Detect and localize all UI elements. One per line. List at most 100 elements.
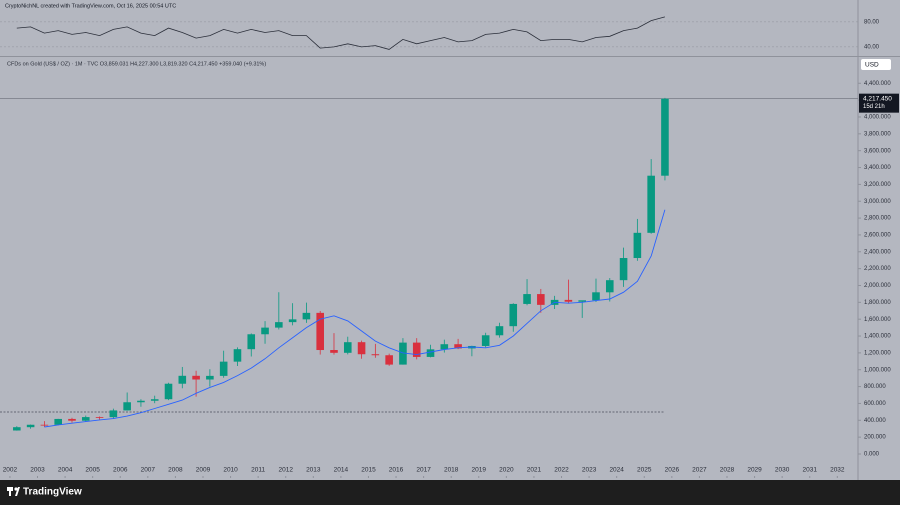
candle-body bbox=[40, 424, 49, 426]
candle-body bbox=[633, 232, 642, 259]
rsi-tick-label: 80.00 bbox=[864, 19, 880, 25]
candle-body bbox=[137, 400, 145, 403]
x-tick-label: 2024 bbox=[609, 467, 624, 474]
candle-body bbox=[343, 342, 352, 353]
y-tick-label: 1,800.000 bbox=[864, 300, 891, 306]
candle-body bbox=[95, 417, 104, 418]
x-tick-label: 2002 bbox=[3, 467, 18, 474]
y-tick-label: 4,000.000 bbox=[864, 115, 891, 121]
x-tick-label: 2012 bbox=[278, 467, 293, 474]
x-tick-label: 2010 bbox=[223, 467, 238, 474]
header: CryptoNichNL created with TradingView.co… bbox=[5, 3, 176, 9]
y-tick-label: 3,800.000 bbox=[864, 131, 891, 137]
candle-body bbox=[192, 375, 200, 380]
candle-body bbox=[509, 303, 518, 327]
y-tick-label: 1,400.000 bbox=[864, 334, 891, 340]
x-tick-label: 2023 bbox=[582, 467, 597, 474]
candle-body bbox=[564, 299, 573, 302]
y-tick-label: 800.000 bbox=[864, 384, 886, 390]
x-tick-label: 2030 bbox=[775, 467, 790, 474]
candle-body bbox=[219, 361, 228, 376]
x-tick-label: 2022 bbox=[554, 467, 569, 474]
candle-body bbox=[440, 344, 449, 350]
rsi-line bbox=[16, 16, 666, 50]
y-tick-label: 2,400.000 bbox=[864, 249, 891, 255]
candle-body bbox=[233, 349, 242, 362]
candle-body bbox=[178, 375, 187, 384]
candle-body bbox=[54, 418, 62, 425]
candle-body bbox=[26, 424, 35, 428]
x-tick-label: 2032 bbox=[830, 467, 845, 474]
y-tick-label: 1,000.000 bbox=[864, 367, 891, 373]
candle-body bbox=[647, 175, 655, 233]
x-tick-label: 2019 bbox=[472, 467, 487, 474]
y-tick-label: 400.000 bbox=[864, 418, 886, 424]
candle-body bbox=[150, 399, 159, 401]
y-tick-label: 1,600.000 bbox=[864, 317, 891, 323]
candle-body bbox=[330, 350, 338, 353]
x-tick-label: 2029 bbox=[747, 467, 762, 474]
symbol-legend: CFDs on Gold (US$ / OZ) · 1M · TVC O3,85… bbox=[7, 61, 266, 67]
x-tick-label: 2031 bbox=[803, 467, 818, 474]
x-tick-label: 2004 bbox=[58, 467, 73, 474]
brand-logo bbox=[7, 487, 20, 496]
candle-body bbox=[288, 319, 297, 323]
x-tick-label: 2016 bbox=[389, 467, 404, 474]
y-tick-label: 2,000.000 bbox=[864, 283, 891, 289]
candle-body bbox=[454, 344, 462, 349]
x-tick-label: 2011 bbox=[251, 467, 265, 474]
candle-body bbox=[481, 335, 490, 346]
y-tick-label: 2,600.000 bbox=[864, 233, 891, 239]
y-tick-label: 1,200.000 bbox=[864, 350, 891, 356]
candle-body bbox=[592, 292, 600, 301]
x-tick-label: 2014 bbox=[334, 467, 349, 474]
candle-body bbox=[247, 334, 256, 350]
candle-body bbox=[357, 342, 366, 355]
y-tick-label: 4,400.000 bbox=[864, 81, 891, 87]
candle-body bbox=[661, 98, 669, 176]
candle-body bbox=[123, 402, 131, 411]
y-tick-label: 600.000 bbox=[864, 401, 886, 407]
x-tick-label: 2008 bbox=[168, 467, 183, 474]
x-tick-label: 2013 bbox=[306, 467, 321, 474]
brand: TradingView bbox=[23, 487, 82, 498]
last-price-label: 4,217.450 bbox=[863, 95, 892, 102]
x-tick-label: 2003 bbox=[30, 467, 45, 474]
x-tick-label: 2006 bbox=[113, 467, 128, 474]
x-tick-label: 2009 bbox=[196, 467, 211, 474]
candle-body bbox=[13, 427, 21, 431]
x-tick-label: 2020 bbox=[499, 467, 514, 474]
candle-body bbox=[261, 327, 269, 335]
x-tick-label: 2027 bbox=[692, 467, 707, 474]
last-price-box bbox=[859, 93, 899, 113]
candle-body bbox=[619, 258, 628, 281]
currency-box bbox=[861, 59, 891, 70]
candle-body bbox=[385, 355, 393, 365]
x-tick-label: 2015 bbox=[361, 467, 376, 474]
candle-body bbox=[164, 383, 173, 400]
x-tick-label: 2021 bbox=[527, 467, 542, 474]
y-tick-label: 3,200.000 bbox=[864, 182, 891, 188]
currency: USD bbox=[865, 62, 879, 69]
candle-body bbox=[426, 349, 435, 357]
candle-body bbox=[68, 418, 76, 421]
candle-body bbox=[275, 322, 283, 328]
candle-body bbox=[495, 326, 504, 336]
y-tick-label: 2,200.000 bbox=[864, 266, 891, 272]
y-tick-label: 2,800.000 bbox=[864, 216, 891, 222]
candle-body bbox=[371, 354, 380, 356]
candle-body bbox=[206, 375, 214, 380]
candle-body bbox=[81, 417, 90, 421]
candle-body bbox=[412, 342, 421, 357]
x-tick-label: 2026 bbox=[665, 467, 680, 474]
y-tick-label: 200.000 bbox=[864, 435, 886, 441]
candle-body bbox=[109, 410, 118, 418]
candle-body bbox=[399, 342, 407, 365]
x-tick-label: 2028 bbox=[720, 467, 735, 474]
candle-body bbox=[523, 294, 531, 304]
y-tick-label: 3,000.000 bbox=[864, 199, 891, 205]
candle-body bbox=[316, 312, 324, 351]
rsi-tick-label: 40.00 bbox=[864, 44, 880, 50]
chart-background bbox=[0, 0, 900, 480]
